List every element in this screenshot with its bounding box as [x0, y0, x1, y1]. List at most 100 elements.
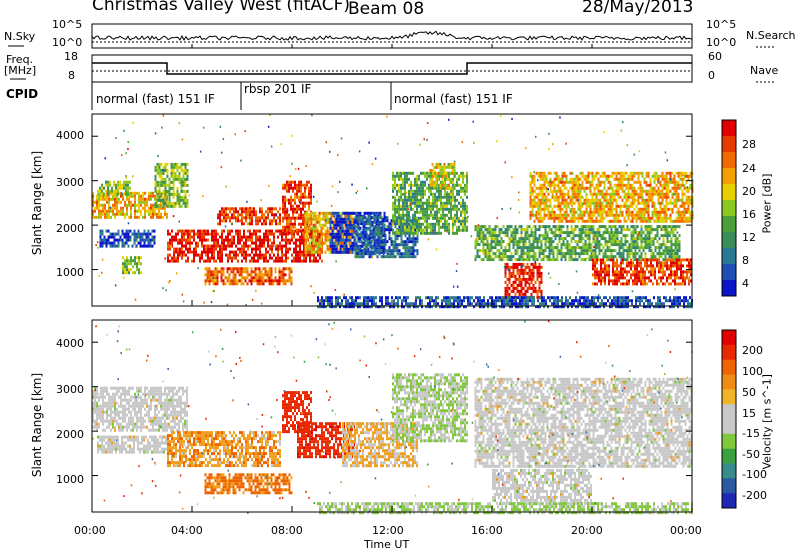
echo-region-4	[154, 162, 189, 208]
cbar-swatch-3	[722, 374, 736, 390]
nave-tick-bottom: 0	[708, 69, 715, 82]
nsearch-tick-top: 10^5	[706, 18, 737, 31]
cbar-frame	[721, 329, 737, 509]
cbar-swatch-5	[722, 200, 736, 217]
echo-region-1	[97, 180, 131, 196]
cbar-swatch-10	[722, 280, 736, 297]
cbar-swatch-1	[722, 136, 736, 153]
power-panel	[92, 114, 694, 309]
freq-line	[92, 62, 692, 75]
power-cbar-tick-8: 8	[742, 254, 749, 267]
cbar-swatch-5	[722, 404, 736, 420]
vel-cbar-tick-m15: -15	[742, 427, 760, 440]
power-ytick-4000: 4000	[56, 129, 84, 142]
cbar-swatch-2	[722, 152, 736, 169]
vel-cbar-tick-100: 100	[742, 365, 763, 378]
freq-trace	[92, 62, 692, 75]
power-ytick-1000: 1000	[56, 266, 84, 279]
cbar-swatch-9	[722, 264, 736, 281]
power-ytick-2000: 2000	[56, 222, 84, 235]
vel-cbar-tick-m200: -200	[742, 489, 767, 502]
echo-region-0	[92, 191, 168, 219]
nsky-tick-top: 10^5	[52, 18, 83, 31]
echo-region-2	[99, 229, 156, 248]
freq-unit-label: [MHz]	[4, 64, 37, 77]
echo-region-6	[342, 422, 418, 468]
nave-tick-top: 60	[708, 50, 722, 63]
cbar-swatch-2	[722, 359, 736, 375]
axis-ticks	[91, 44, 693, 512]
nsearch-label: N.Search	[746, 29, 796, 42]
freq-tick-bottom: 8	[68, 69, 75, 82]
freq-label: Freq.	[6, 53, 34, 66]
echo-region-9	[492, 468, 592, 505]
echo-region-16	[529, 171, 694, 223]
echo-region-6	[217, 207, 281, 226]
date-label: 28/May/2013	[582, 0, 694, 17]
cpid-segment-2: rbsp 201 IF	[244, 82, 312, 96]
echo-region-10	[317, 502, 693, 515]
cbar-swatch-4	[722, 389, 736, 405]
echo-region-17	[592, 258, 692, 286]
echo-region-2	[167, 431, 281, 468]
xtick-0800: 08:00	[271, 524, 303, 537]
nsearch-tick-bottom: 10^0	[706, 36, 737, 49]
cbar-swatch-6	[722, 419, 736, 435]
echo-region-1	[97, 435, 167, 454]
power-cbar-tick-28: 28	[742, 138, 756, 151]
nsky-tick-bottom: 10^0	[52, 36, 83, 49]
cbar-frame	[721, 119, 737, 297]
cbar-swatch-10	[722, 478, 736, 494]
vel-cbar-tick-m100: -100	[742, 468, 767, 481]
velocity-ytick-2000: 2000	[56, 428, 84, 441]
xtick-1200: 12:00	[372, 524, 404, 537]
cbar-swatch-7	[722, 433, 736, 450]
cbar-swatch-7	[722, 232, 736, 249]
freq-tick-top: 18	[64, 50, 78, 63]
velocity-ytick-4000: 4000	[56, 337, 84, 350]
echo-region-12	[392, 171, 468, 235]
echo-region-7	[282, 180, 312, 235]
cbar-swatch-1	[722, 344, 736, 361]
velocity-colorbar	[721, 329, 737, 509]
vel-cbar-tick-50: 50	[742, 386, 756, 399]
echo-region-7	[392, 373, 468, 443]
cbar-swatch-6	[722, 216, 736, 233]
xtick-2400: 00:00	[670, 524, 702, 537]
vel-cbar-tick-15: 15	[742, 407, 756, 420]
cbar-swatch-0	[722, 330, 736, 346]
cbar-swatch-8	[722, 448, 736, 464]
nsky-label: N.Sky	[4, 30, 36, 43]
power-cbar-tick-4: 4	[742, 277, 749, 290]
scatter-noise	[92, 320, 693, 514]
echo-region-14	[474, 225, 681, 262]
velocity-panel	[92, 320, 693, 515]
power-ytick-3000: 3000	[56, 176, 84, 189]
cbar-swatch-4	[722, 184, 736, 201]
vel-cbar-tick-m50: -50	[742, 448, 760, 461]
cbar-swatch-0	[722, 120, 736, 137]
echo-region-8	[204, 267, 293, 286]
echo-region-0	[92, 386, 188, 432]
velocity-ytick-3000: 3000	[56, 383, 84, 396]
cbar-swatch-8	[722, 248, 736, 265]
echo-region-13	[429, 162, 456, 190]
echo-region-5	[167, 229, 323, 263]
cpid-segment-1: normal (fast) 151 IF	[96, 92, 215, 106]
echo-region-5	[204, 473, 293, 495]
power-cbar-tick-20: 20	[742, 185, 756, 198]
nsky-line	[91, 30, 693, 42]
xtick-2000: 20:00	[571, 524, 603, 537]
cpid-label: CPID	[6, 87, 39, 101]
cpid-segment-3: normal (fast) 151 IF	[394, 92, 513, 106]
xtick-0000: 00:00	[74, 524, 106, 537]
echo-region-11	[354, 216, 419, 259]
echo-region-3	[122, 256, 142, 275]
beam-label: Beam 08	[348, 0, 425, 19]
echo-region-15	[504, 262, 543, 299]
xtick-1600: 16:00	[471, 524, 503, 537]
nsky-trace	[91, 30, 693, 43]
velocity-ytick-1000: 1000	[56, 473, 84, 486]
vel-cbar-tick-200: 200	[742, 344, 763, 357]
